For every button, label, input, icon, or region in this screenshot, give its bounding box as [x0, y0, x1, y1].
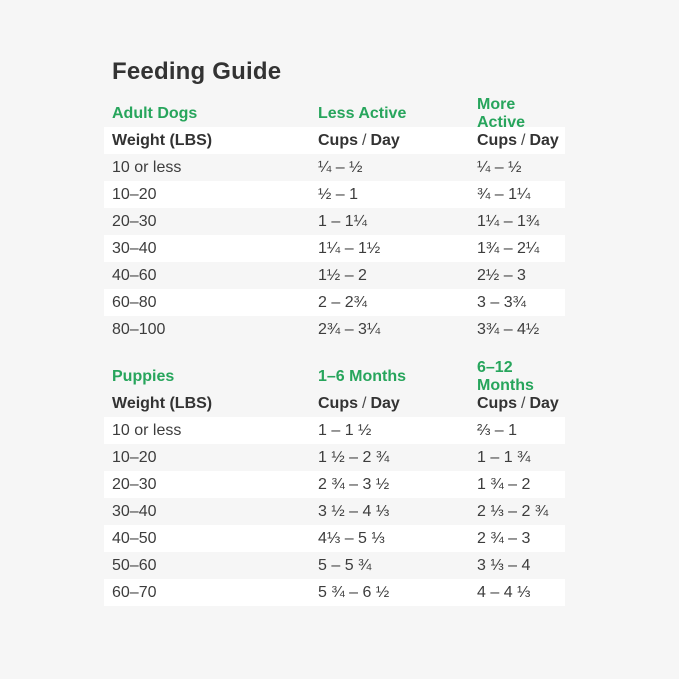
less-active-cell: ½ – 1	[318, 185, 359, 203]
weight-cell: 40–60	[112, 266, 157, 284]
weight-label: Weight (LBS)	[112, 394, 213, 412]
table-row: 40–60 1½ – 2 2½ – 3	[104, 262, 565, 289]
more-active-cell: 3 – 3¾	[477, 293, 526, 311]
weight-cell: 30–40	[112, 239, 157, 257]
table-row: 20–30 2 ¾ – 3 ½ 1 ¾ – 2	[104, 471, 565, 498]
more-active-cell: 2½ – 3	[477, 266, 526, 284]
cups-word: Cups	[318, 394, 358, 412]
cups-word: Cups	[318, 131, 358, 149]
less-active-cell: 1¼ – 1½	[318, 239, 381, 257]
adult-column-labels-row: Weight (LBS) Cups / Day Cups / Day	[104, 127, 565, 154]
more-active-cell: 3¾ – 4½	[477, 320, 540, 338]
more-active-cell: ¾ – 1¼	[477, 185, 531, 203]
column-header-6-12-months: 6–12 Months	[477, 358, 534, 394]
more-active-cell: 1¼ – 1¾	[477, 212, 540, 230]
column-header-less-active: Less Active	[318, 104, 407, 122]
table-row: 60–70 5 ¾ – 6 ½ 4 – 4 ⅓	[104, 579, 565, 606]
less-active-cell: 1½ – 2	[318, 266, 367, 284]
table-row: 60–80 2 – 2¾ 3 – 3¾	[104, 289, 565, 316]
months-6-12-cell: 1 ¾ – 2	[477, 475, 531, 493]
months-6-12-cell: 4 – 4 ⅓	[477, 583, 531, 601]
months-1-6-cell: 5 ¾ – 6 ½	[318, 583, 390, 601]
table-row: 10–20 ½ – 1 ¾ – 1¼	[104, 181, 565, 208]
months-6-12-cell: 2 ¾ – 3	[477, 529, 531, 547]
section-title-adult-dogs: Adult Dogs	[112, 104, 198, 122]
table-row: 30–40 1¼ – 1½ 1¾ – 2¼	[104, 235, 565, 262]
weight-cell: 50–60	[112, 556, 157, 574]
months-6-12-cell: 1 – 1 ¾	[477, 448, 531, 466]
day-word: Day	[370, 394, 400, 412]
months-1-6-cell: 5 – 5 ¾	[318, 556, 372, 574]
table-row: 20–30 1 – 1¼ 1¼ – 1¾	[104, 208, 565, 235]
table-row: 50–60 5 – 5 ¾ 3 ⅓ – 4	[104, 552, 565, 579]
column-header-1-6-months: 1–6 Months	[318, 367, 407, 385]
cups-per-day-label: Cups / Day	[318, 395, 477, 413]
weight-cell: 10 or less	[112, 421, 182, 439]
day-word: Day	[529, 394, 559, 412]
weight-cell: 60–80	[112, 293, 157, 311]
cups-per-day-label: Cups / Day	[477, 395, 565, 413]
slash-separator: /	[362, 394, 367, 412]
day-word: Day	[529, 131, 559, 149]
cups-word: Cups	[477, 131, 517, 149]
page-title: Feeding Guide	[112, 58, 282, 85]
months-1-6-cell: 3 ½ – 4 ⅓	[318, 502, 390, 520]
cups-word: Cups	[477, 394, 517, 412]
weight-cell: 30–40	[112, 502, 157, 520]
section-title-puppies: Puppies	[112, 367, 175, 385]
months-1-6-cell: 1 ½ – 2 ¾	[318, 448, 390, 466]
table-row: 10 or less ¼ – ½ ¼ – ½	[104, 154, 565, 181]
cups-per-day-label: Cups / Day	[318, 132, 477, 150]
months-1-6-cell: 2 ¾ – 3 ½	[318, 475, 390, 493]
weight-cell: 80–100	[112, 320, 166, 338]
less-active-cell: 2 – 2¾	[318, 293, 367, 311]
months-6-12-cell: 3 ⅓ – 4	[477, 556, 531, 574]
puppies-header-row: Puppies 1–6 Months 6–12 Months	[104, 359, 565, 394]
weight-cell: 10 or less	[112, 158, 182, 176]
weight-cell: 10–20	[112, 185, 157, 203]
table-row: 10–20 1 ½ – 2 ¾ 1 – 1 ¾	[104, 444, 565, 471]
weight-label: Weight (LBS)	[112, 131, 213, 149]
slash-separator: /	[362, 131, 367, 149]
slash-separator: /	[521, 131, 526, 149]
more-active-cell: 1¾ – 2¼	[477, 239, 540, 257]
table-row: 40–50 4⅓ – 5 ⅓ 2 ¾ – 3	[104, 525, 565, 552]
adult-dogs-header-row: Adult Dogs Less Active More Active	[104, 96, 565, 131]
months-1-6-cell: 1 – 1 ½	[318, 421, 372, 439]
puppies-table: Puppies 1–6 Months 6–12 Months Weight (L…	[104, 359, 565, 606]
table-row: 80–100 2¾ – 3¼ 3¾ – 4½	[104, 316, 565, 343]
months-6-12-cell: 2 ⅓ – 2 ¾	[477, 502, 549, 520]
less-active-cell: ¼ – ½	[318, 158, 363, 176]
weight-cell: 20–30	[112, 212, 157, 230]
cups-per-day-label: Cups / Day	[477, 132, 565, 150]
day-word: Day	[370, 131, 400, 149]
table-row: 10 or less 1 – 1 ½ ⅔ – 1	[104, 417, 565, 444]
weight-cell: 20–30	[112, 475, 157, 493]
adult-dogs-table: Adult Dogs Less Active More Active Weigh…	[104, 96, 565, 343]
weight-cell: 10–20	[112, 448, 157, 466]
less-active-cell: 2¾ – 3¼	[318, 320, 381, 338]
column-header-more-active: More Active	[477, 95, 526, 131]
weight-cell: 60–70	[112, 583, 157, 601]
table-row: 30–40 3 ½ – 4 ⅓ 2 ⅓ – 2 ¾	[104, 498, 565, 525]
months-1-6-cell: 4⅓ – 5 ⅓	[318, 529, 385, 547]
weight-cell: 40–50	[112, 529, 157, 547]
months-6-12-cell: ⅔ – 1	[477, 421, 518, 439]
puppies-column-labels-row: Weight (LBS) Cups / Day Cups / Day	[104, 390, 565, 417]
less-active-cell: 1 – 1¼	[318, 212, 367, 230]
more-active-cell: ¼ – ½	[477, 158, 522, 176]
slash-separator: /	[521, 394, 526, 412]
